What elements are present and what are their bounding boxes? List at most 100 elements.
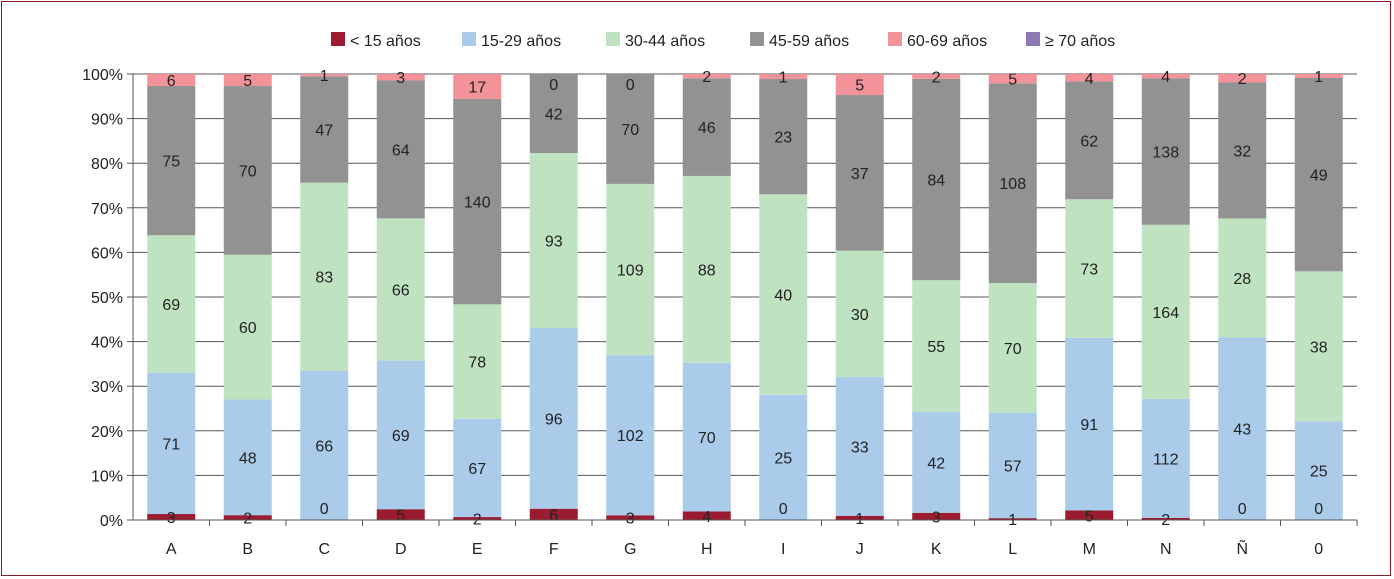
data-label: 42 — [927, 455, 945, 472]
bar-segment — [223, 515, 272, 520]
data-label: 69 — [392, 428, 410, 445]
bar-segment — [606, 515, 655, 520]
bar-segment — [376, 218, 425, 361]
data-label: 3 — [626, 511, 635, 528]
bar-segment — [606, 74, 655, 184]
x-tick-label: M — [1083, 541, 1096, 558]
data-label: 102 — [617, 428, 644, 445]
data-label: 40 — [774, 287, 792, 304]
bar-segment — [1218, 337, 1267, 520]
bar-segment — [376, 509, 425, 520]
bar-segment — [682, 511, 731, 520]
bar-segment — [147, 85, 196, 236]
bar-segment — [1294, 271, 1343, 422]
legend-swatch — [750, 32, 764, 46]
bar-segment — [912, 74, 961, 79]
bar-segment — [147, 514, 196, 520]
bars — [147, 74, 1343, 520]
data-label: 138 — [1152, 145, 1179, 162]
data-label: 23 — [774, 130, 792, 147]
x-tick-label: H — [701, 541, 713, 558]
data-label: 64 — [392, 142, 410, 159]
data-label: 55 — [927, 339, 945, 356]
x-tick-label: L — [1008, 541, 1017, 558]
data-label: 4 — [702, 509, 711, 526]
bar-segment — [1294, 77, 1343, 272]
x-tick-label: G — [624, 541, 636, 558]
legend-swatch — [1026, 32, 1040, 46]
bar-segment — [223, 74, 272, 87]
bar-segment — [529, 153, 578, 329]
data-label: 70 — [239, 163, 257, 180]
data-label: 70 — [621, 122, 639, 139]
y-tick-label: 100% — [82, 67, 123, 84]
bar-segment — [529, 508, 578, 520]
data-label: 6 — [167, 73, 176, 90]
y-tick-label: 10% — [91, 468, 123, 485]
bar-segment — [1218, 218, 1267, 338]
bar-segment — [1065, 337, 1114, 511]
data-labels: 3716975624860705066834715696664326778140… — [162, 68, 1327, 529]
data-label: 37 — [851, 166, 869, 183]
bar-segment — [1141, 78, 1190, 225]
data-label: 46 — [698, 120, 716, 137]
bar-segment — [835, 74, 884, 96]
bar-segment — [1065, 510, 1114, 520]
data-label: 67 — [468, 461, 486, 478]
bar-segment — [682, 175, 731, 363]
y-tick-label: 30% — [91, 379, 123, 396]
data-label: 1 — [1314, 69, 1323, 86]
legend-label: 60-69 años — [907, 33, 987, 50]
bar-segment — [376, 74, 425, 81]
bar-segment — [682, 78, 731, 176]
bar-segment — [223, 399, 272, 516]
bar-segment — [453, 74, 502, 99]
x-tick-label: K — [931, 541, 942, 558]
data-label: 0 — [320, 501, 329, 518]
data-label: 71 — [162, 436, 180, 453]
bar-segment — [223, 86, 272, 255]
bar-segment — [300, 182, 349, 371]
data-label: 5 — [243, 73, 252, 90]
legend-swatch — [606, 32, 620, 46]
bar-segment — [759, 194, 808, 395]
bar-segment — [988, 283, 1037, 413]
bar-segment — [376, 80, 425, 219]
data-label: 25 — [774, 450, 792, 467]
data-label: 42 — [545, 107, 563, 124]
legend-label: 45-59 años — [769, 33, 849, 50]
bar-segment — [453, 418, 502, 518]
y-tick-label: 20% — [91, 424, 123, 441]
bar-segment — [759, 394, 808, 520]
data-label: 6 — [549, 507, 558, 524]
x-tick-label: C — [318, 541, 330, 558]
data-label: 5 — [396, 508, 405, 525]
data-label: 2 — [1238, 71, 1247, 88]
data-label: 1 — [1008, 512, 1017, 529]
data-label: 69 — [162, 297, 180, 314]
bar-segment — [147, 235, 196, 373]
data-label: 17 — [468, 79, 486, 96]
legend-label: 30-44 años — [625, 33, 705, 50]
bar-segment — [1218, 74, 1267, 83]
axes: 0% 10% 20% 30% 40% 50% 60% 70% 80% 90% 100% A B C D E F G… — [82, 67, 1358, 558]
bar-segment — [988, 74, 1037, 84]
x-tick-label: I — [781, 541, 785, 558]
data-label: 4 — [1085, 71, 1094, 88]
x-tick-label: F — [549, 541, 559, 558]
bar-segment — [835, 250, 884, 377]
data-label: 0 — [779, 501, 788, 518]
data-label: 109 — [617, 263, 644, 280]
data-label: 2 — [702, 69, 711, 86]
data-label: 4 — [1161, 69, 1170, 86]
data-label: 5 — [1085, 508, 1094, 525]
data-label: 2 — [932, 69, 941, 86]
x-tick-label: A — [166, 541, 177, 558]
bar-segment — [223, 254, 272, 400]
bar-segment — [1141, 398, 1190, 518]
data-label: 66 — [392, 282, 410, 299]
y-tick-label: 70% — [91, 201, 123, 218]
x-tick-label: Ñ — [1236, 538, 1248, 558]
data-label: 1 — [779, 70, 788, 87]
bar-segment — [147, 74, 196, 86]
